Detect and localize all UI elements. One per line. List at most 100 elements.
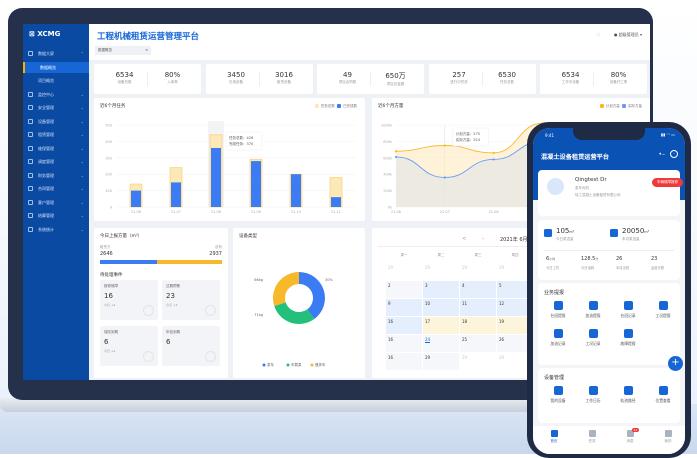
shortcut-report[interactable]: 工况提报 — [646, 301, 680, 319]
calendar-day[interactable]: 29 — [423, 353, 459, 370]
sidebar-item[interactable]: ⌄ 调度管理 — [23, 156, 89, 167]
calendar-day[interactable]: 9 — [386, 299, 422, 316]
data-point[interactable] — [443, 144, 446, 147]
bar-done[interactable] — [211, 147, 221, 207]
calendar-day[interactable]: 29 — [497, 263, 533, 280]
pie-slice[interactable] — [299, 272, 325, 320]
menu-icon — [28, 51, 33, 56]
sidebar-item[interactable]: ⌄ 监控中心 — [23, 89, 89, 100]
tab-overview[interactable]: 数据概览 × — [95, 46, 151, 55]
volume-right-label: 自有 — [215, 245, 222, 249]
sidebar-item[interactable]: ⌄ 系统统计 — [23, 224, 89, 235]
donut-chart: 30% 泵车 71kg 车载泵 66kg 搅拌车 — [254, 272, 333, 367]
shortcut-report[interactable]: 加油提报 — [576, 301, 610, 319]
calendar-day[interactable]: 29 — [497, 353, 533, 370]
volume-progress-bar — [100, 260, 222, 264]
stat: 3016 租赁设备 — [262, 71, 307, 85]
sidebar-item[interactable]: ⌄ 客户管理 — [23, 197, 89, 208]
calendar-day[interactable]: 4 — [460, 281, 496, 298]
calendar-day[interactable]: 18 — [460, 317, 496, 334]
data-point[interactable] — [394, 155, 398, 159]
sidebar-item[interactable]: 项目概览 — [23, 75, 89, 86]
pie-slice[interactable] — [273, 272, 299, 307]
stat-card: 6534 设备总数 80% 入库率 — [94, 64, 201, 94]
scan-icon[interactable]: · — [670, 150, 678, 158]
calendar-day[interactable]: 3 — [423, 281, 459, 298]
close-icon[interactable]: × — [145, 48, 148, 52]
calendar-day[interactable]: 16 — [386, 353, 422, 370]
calendar-day[interactable]: 10 — [423, 299, 459, 316]
laptop-base — [0, 398, 660, 412]
shortcut-equip[interactable]: 工作日历 — [576, 386, 610, 404]
add-button[interactable]: + — [668, 356, 683, 371]
bar-done[interactable] — [131, 190, 141, 207]
shortcut-report[interactable]: 台班提报 — [541, 301, 575, 319]
sidebar-item[interactable]: ⌄ 结算管理 — [23, 210, 89, 221]
data-point[interactable] — [492, 158, 495, 161]
calendar-day[interactable]: 25 — [460, 335, 496, 352]
fullscreen-icon[interactable]: ⛶ — [597, 32, 600, 37]
tab-0[interactable]: 首页 — [539, 430, 569, 444]
sidebar-item[interactable]: 数据概览 — [23, 61, 89, 73]
calendar-day[interactable]: 26 — [497, 335, 533, 352]
calendar-day[interactable]: 29 — [460, 263, 496, 280]
stat: 49 项目合同数 — [325, 71, 370, 85]
stat: 6534 设备总数 — [102, 71, 147, 85]
calendar-day[interactable]: 5 — [497, 281, 533, 298]
small-stat: 23 运营天数 — [651, 256, 664, 270]
calendar-day[interactable]: 24 — [423, 335, 459, 352]
calendar-day[interactable]: 17 — [423, 317, 459, 334]
sidebar-item[interactable]: ⌄ 合同管理 — [23, 183, 89, 194]
bar-done[interactable] — [331, 197, 341, 207]
shortcut-equip[interactable]: 位置查看 — [646, 386, 680, 404]
shortcut-equip[interactable]: 轨迹路径 — [611, 386, 645, 404]
sidebar-item[interactable]: ⌃ 数据大屏 — [23, 48, 89, 59]
shortcut-report[interactable]: 工况记录 — [576, 329, 610, 347]
calendar-day[interactable]: 19 — [497, 317, 533, 334]
stat-label: 进行中任务 — [450, 80, 468, 84]
event-card[interactable]: 过期预警 23 今日 +3 — [162, 280, 220, 320]
legend-done: 已完成数 — [343, 104, 357, 108]
calendar-day[interactable]: 2 — [386, 281, 422, 298]
calendar-day[interactable]: 16 — [386, 335, 422, 352]
shortcut-report[interactable]: 故障提报 — [611, 329, 645, 347]
bar-done[interactable] — [171, 182, 181, 207]
shortcut-report[interactable]: 加油记录 — [541, 329, 575, 347]
bar-done[interactable] — [251, 161, 261, 207]
tab-1[interactable]: 任务 — [577, 430, 607, 444]
sidebar-item[interactable]: ⌄ 财务管理 — [23, 170, 89, 181]
pie-slice[interactable] — [274, 302, 315, 324]
sidebar-item[interactable]: ⌄ 安全管理 — [23, 102, 89, 113]
tab-2[interactable]: 消息 12 — [615, 428, 645, 444]
shortcut-equip[interactable]: 我的设备 — [541, 386, 575, 404]
data-point[interactable] — [443, 176, 446, 179]
more-icon[interactable]: •– — [658, 151, 665, 158]
user-menu[interactable]: ⛶ ● 超级管理员 ▾ — [597, 32, 642, 37]
event-card[interactable]: 年检到期 6 — [162, 326, 220, 366]
sidebar-item[interactable]: ⌄ 维保管理 — [23, 143, 89, 154]
tab-3[interactable]: 我的 — [653, 430, 683, 444]
chevron-icon: ⌄ — [80, 186, 84, 191]
shortcut-icon — [623, 301, 633, 310]
calendar-day[interactable]: 12 — [497, 299, 533, 316]
calendar-day[interactable]: 29 — [423, 263, 459, 280]
shortcut-icon — [588, 386, 598, 395]
small-stat: 26 本月出勤 — [616, 256, 629, 270]
calendar-day[interactable]: 29 — [460, 353, 496, 370]
bar-done[interactable] — [291, 174, 301, 207]
shortcut-report[interactable]: 台班记录 — [611, 301, 645, 319]
calendar-day[interactable]: 29 — [386, 263, 422, 280]
calendar-day[interactable]: 11 — [460, 299, 496, 316]
data-point[interactable] — [394, 150, 398, 153]
sidebar-item[interactable]: ⌄ 租赁管理 — [23, 129, 89, 140]
stat: 3450 在用设备 — [214, 71, 259, 85]
data-point[interactable] — [492, 151, 495, 154]
prev-month-button[interactable]: ‹ — [482, 236, 484, 242]
sidebar-item[interactable]: ⌄ 设备管理 — [23, 116, 89, 127]
calendar-day[interactable]: 16 — [386, 317, 422, 334]
prev-year-button[interactable]: < — [462, 236, 467, 242]
event-card[interactable]: 保险到期 6 今日 +2 — [100, 326, 158, 366]
weekday-label: 周四 — [511, 253, 519, 257]
event-card[interactable]: 报修故障 16 今日 +4 — [100, 280, 158, 320]
fault-report-button[interactable]: 车辆故障报修 — [652, 178, 683, 187]
